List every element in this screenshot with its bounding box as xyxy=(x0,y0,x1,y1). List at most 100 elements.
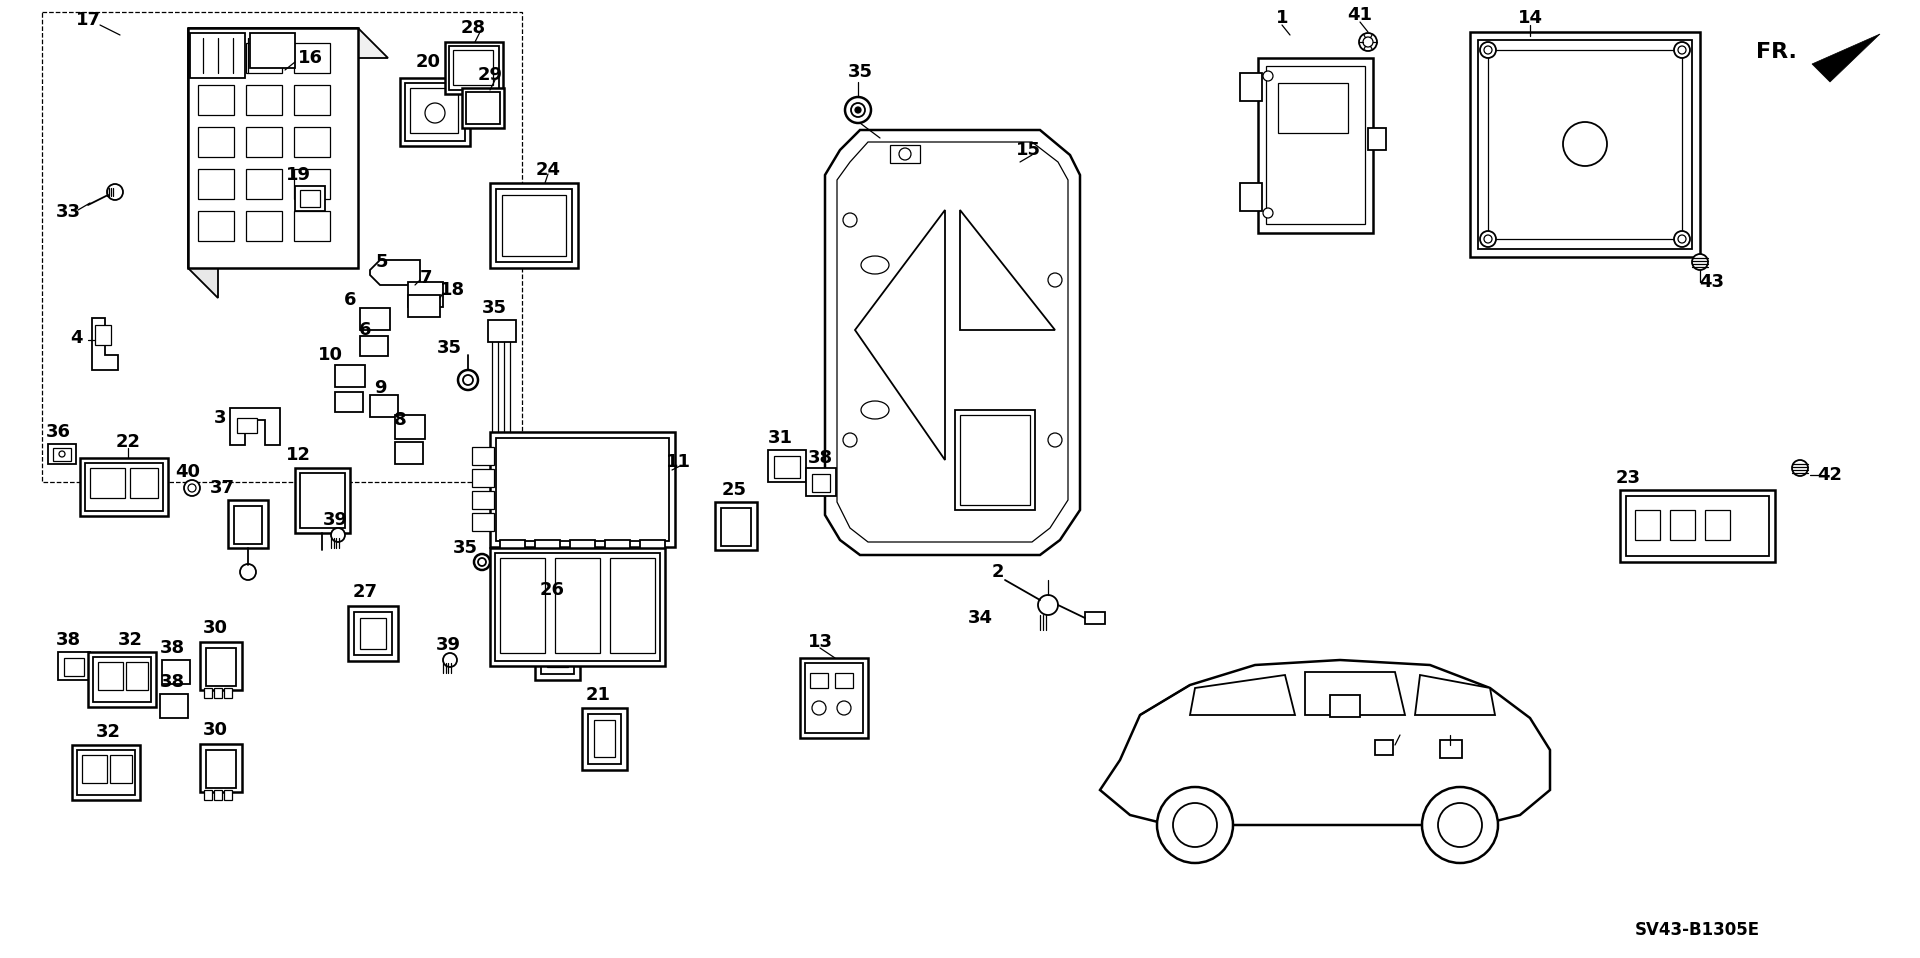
Text: 13: 13 xyxy=(808,633,833,651)
Bar xyxy=(42,12,522,482)
Bar xyxy=(246,43,282,73)
Bar xyxy=(361,336,388,356)
Circle shape xyxy=(1263,71,1273,81)
Text: 16: 16 xyxy=(298,49,323,67)
Bar xyxy=(198,127,234,157)
Polygon shape xyxy=(1190,675,1294,715)
Bar xyxy=(300,473,346,528)
Bar xyxy=(294,127,330,157)
Bar xyxy=(361,308,390,330)
Bar xyxy=(1471,32,1699,257)
Circle shape xyxy=(1173,803,1217,847)
Bar xyxy=(405,83,465,141)
Circle shape xyxy=(463,375,472,385)
Bar xyxy=(300,190,321,207)
Text: 38: 38 xyxy=(56,631,81,649)
Bar xyxy=(213,688,223,698)
Bar xyxy=(90,468,125,498)
Bar xyxy=(236,418,257,433)
Text: 22: 22 xyxy=(115,433,140,451)
Circle shape xyxy=(459,370,478,390)
Circle shape xyxy=(1158,787,1233,863)
Bar xyxy=(1626,496,1768,556)
Bar xyxy=(407,282,444,307)
Bar xyxy=(449,46,499,90)
Circle shape xyxy=(1692,254,1709,270)
Bar xyxy=(246,127,282,157)
Bar xyxy=(204,790,211,800)
Text: 2: 2 xyxy=(993,563,1004,581)
Circle shape xyxy=(474,554,490,570)
Bar xyxy=(1258,58,1373,233)
Bar xyxy=(348,606,397,661)
Circle shape xyxy=(1263,208,1273,218)
Polygon shape xyxy=(188,28,219,298)
Bar xyxy=(234,506,261,544)
Bar xyxy=(490,432,676,547)
Bar xyxy=(499,540,524,558)
Bar xyxy=(48,444,77,464)
Circle shape xyxy=(1674,231,1690,247)
Polygon shape xyxy=(1415,675,1496,715)
Circle shape xyxy=(188,484,196,492)
Bar xyxy=(1478,40,1692,249)
Bar xyxy=(445,42,503,94)
Text: 32: 32 xyxy=(96,723,121,741)
Circle shape xyxy=(60,451,65,457)
Bar xyxy=(722,508,751,546)
Bar xyxy=(1620,490,1774,562)
Circle shape xyxy=(1039,595,1058,615)
Circle shape xyxy=(812,701,826,715)
Bar xyxy=(81,458,169,516)
Text: 37: 37 xyxy=(209,479,234,497)
Text: 29: 29 xyxy=(478,66,503,84)
Bar xyxy=(54,448,71,461)
Text: 33: 33 xyxy=(56,203,81,221)
Bar xyxy=(547,617,568,667)
Polygon shape xyxy=(1306,672,1405,715)
Circle shape xyxy=(444,653,457,667)
Bar xyxy=(472,447,493,465)
Text: 12: 12 xyxy=(286,446,311,464)
Circle shape xyxy=(108,184,123,200)
Bar xyxy=(501,195,566,256)
Circle shape xyxy=(1423,787,1498,863)
Bar xyxy=(611,558,655,653)
Bar xyxy=(495,553,660,661)
Bar xyxy=(159,694,188,718)
Bar xyxy=(225,688,232,698)
Circle shape xyxy=(843,213,856,227)
Circle shape xyxy=(330,528,346,542)
Bar xyxy=(200,642,242,690)
Bar xyxy=(1670,510,1695,540)
Ellipse shape xyxy=(860,256,889,274)
Bar xyxy=(453,50,493,85)
Bar xyxy=(294,43,330,73)
Bar xyxy=(555,558,599,653)
Text: 32: 32 xyxy=(117,631,142,649)
Bar xyxy=(83,755,108,783)
Bar xyxy=(812,474,829,492)
Text: 42: 42 xyxy=(1818,466,1843,484)
Bar xyxy=(488,320,516,342)
Bar xyxy=(198,211,234,241)
Text: 6: 6 xyxy=(359,321,371,339)
Circle shape xyxy=(1480,42,1496,58)
Text: 38: 38 xyxy=(159,639,184,657)
Bar xyxy=(463,88,503,128)
Bar xyxy=(605,540,630,558)
Bar xyxy=(570,540,595,558)
Circle shape xyxy=(1363,37,1373,47)
Text: 40: 40 xyxy=(175,463,200,481)
Text: 35: 35 xyxy=(847,63,872,81)
Bar xyxy=(810,673,828,688)
Text: 9: 9 xyxy=(374,379,386,397)
Circle shape xyxy=(1484,235,1492,243)
Circle shape xyxy=(1678,235,1686,243)
Bar xyxy=(296,186,324,211)
Circle shape xyxy=(1480,231,1496,247)
Bar xyxy=(198,43,234,73)
Text: FR.: FR. xyxy=(1757,42,1797,62)
Text: 11: 11 xyxy=(666,453,691,471)
Bar xyxy=(960,415,1029,505)
